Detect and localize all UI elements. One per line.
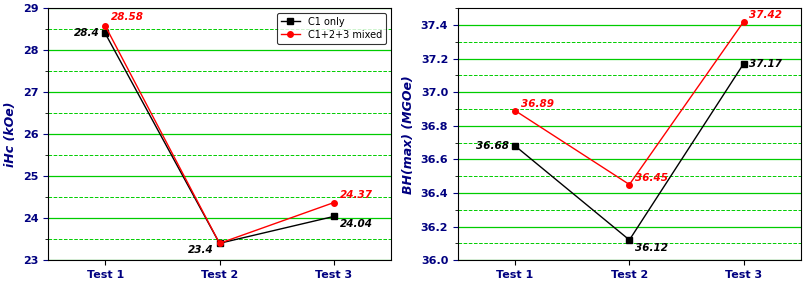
Line: C1 only: C1 only xyxy=(102,31,336,246)
C1+2+3 mixed xyxy=(101,24,110,28)
Line: C1 only: C1 only xyxy=(512,61,746,243)
C1 only xyxy=(510,144,520,148)
C1 only xyxy=(739,62,749,65)
C1 only xyxy=(215,242,225,245)
Text: 36.12: 36.12 xyxy=(635,243,668,253)
Text: 28.58: 28.58 xyxy=(111,12,144,22)
C1 only xyxy=(101,32,110,35)
Text: 37.42: 37.42 xyxy=(749,10,782,20)
C1+2+3 mixed xyxy=(329,201,339,204)
Text: 24.04: 24.04 xyxy=(340,219,373,229)
Legend: C1 only, C1+2+3 mixed: C1 only, C1+2+3 mixed xyxy=(277,13,386,44)
Y-axis label: BH(max) (MGOe): BH(max) (MGOe) xyxy=(402,75,415,193)
Text: 24.37: 24.37 xyxy=(340,191,373,201)
Text: 36.89: 36.89 xyxy=(521,99,554,109)
Text: 28.4: 28.4 xyxy=(74,28,100,38)
Y-axis label: iHc (kOe): iHc (kOe) xyxy=(4,101,17,167)
Text: 36.68: 36.68 xyxy=(477,141,510,151)
C1+2+3 mixed xyxy=(739,20,749,23)
Text: 36.45: 36.45 xyxy=(635,173,668,183)
Text: 37.17: 37.17 xyxy=(749,59,782,69)
C1+2+3 mixed xyxy=(215,242,225,245)
Line: C1+2+3 mixed: C1+2+3 mixed xyxy=(512,19,746,187)
C1 only xyxy=(625,238,634,242)
C1+2+3 mixed xyxy=(510,109,520,112)
C1+2+3 mixed xyxy=(625,183,634,186)
Line: C1+2+3 mixed: C1+2+3 mixed xyxy=(102,23,336,246)
C1 only xyxy=(329,215,339,218)
Text: 23.4: 23.4 xyxy=(188,245,214,255)
